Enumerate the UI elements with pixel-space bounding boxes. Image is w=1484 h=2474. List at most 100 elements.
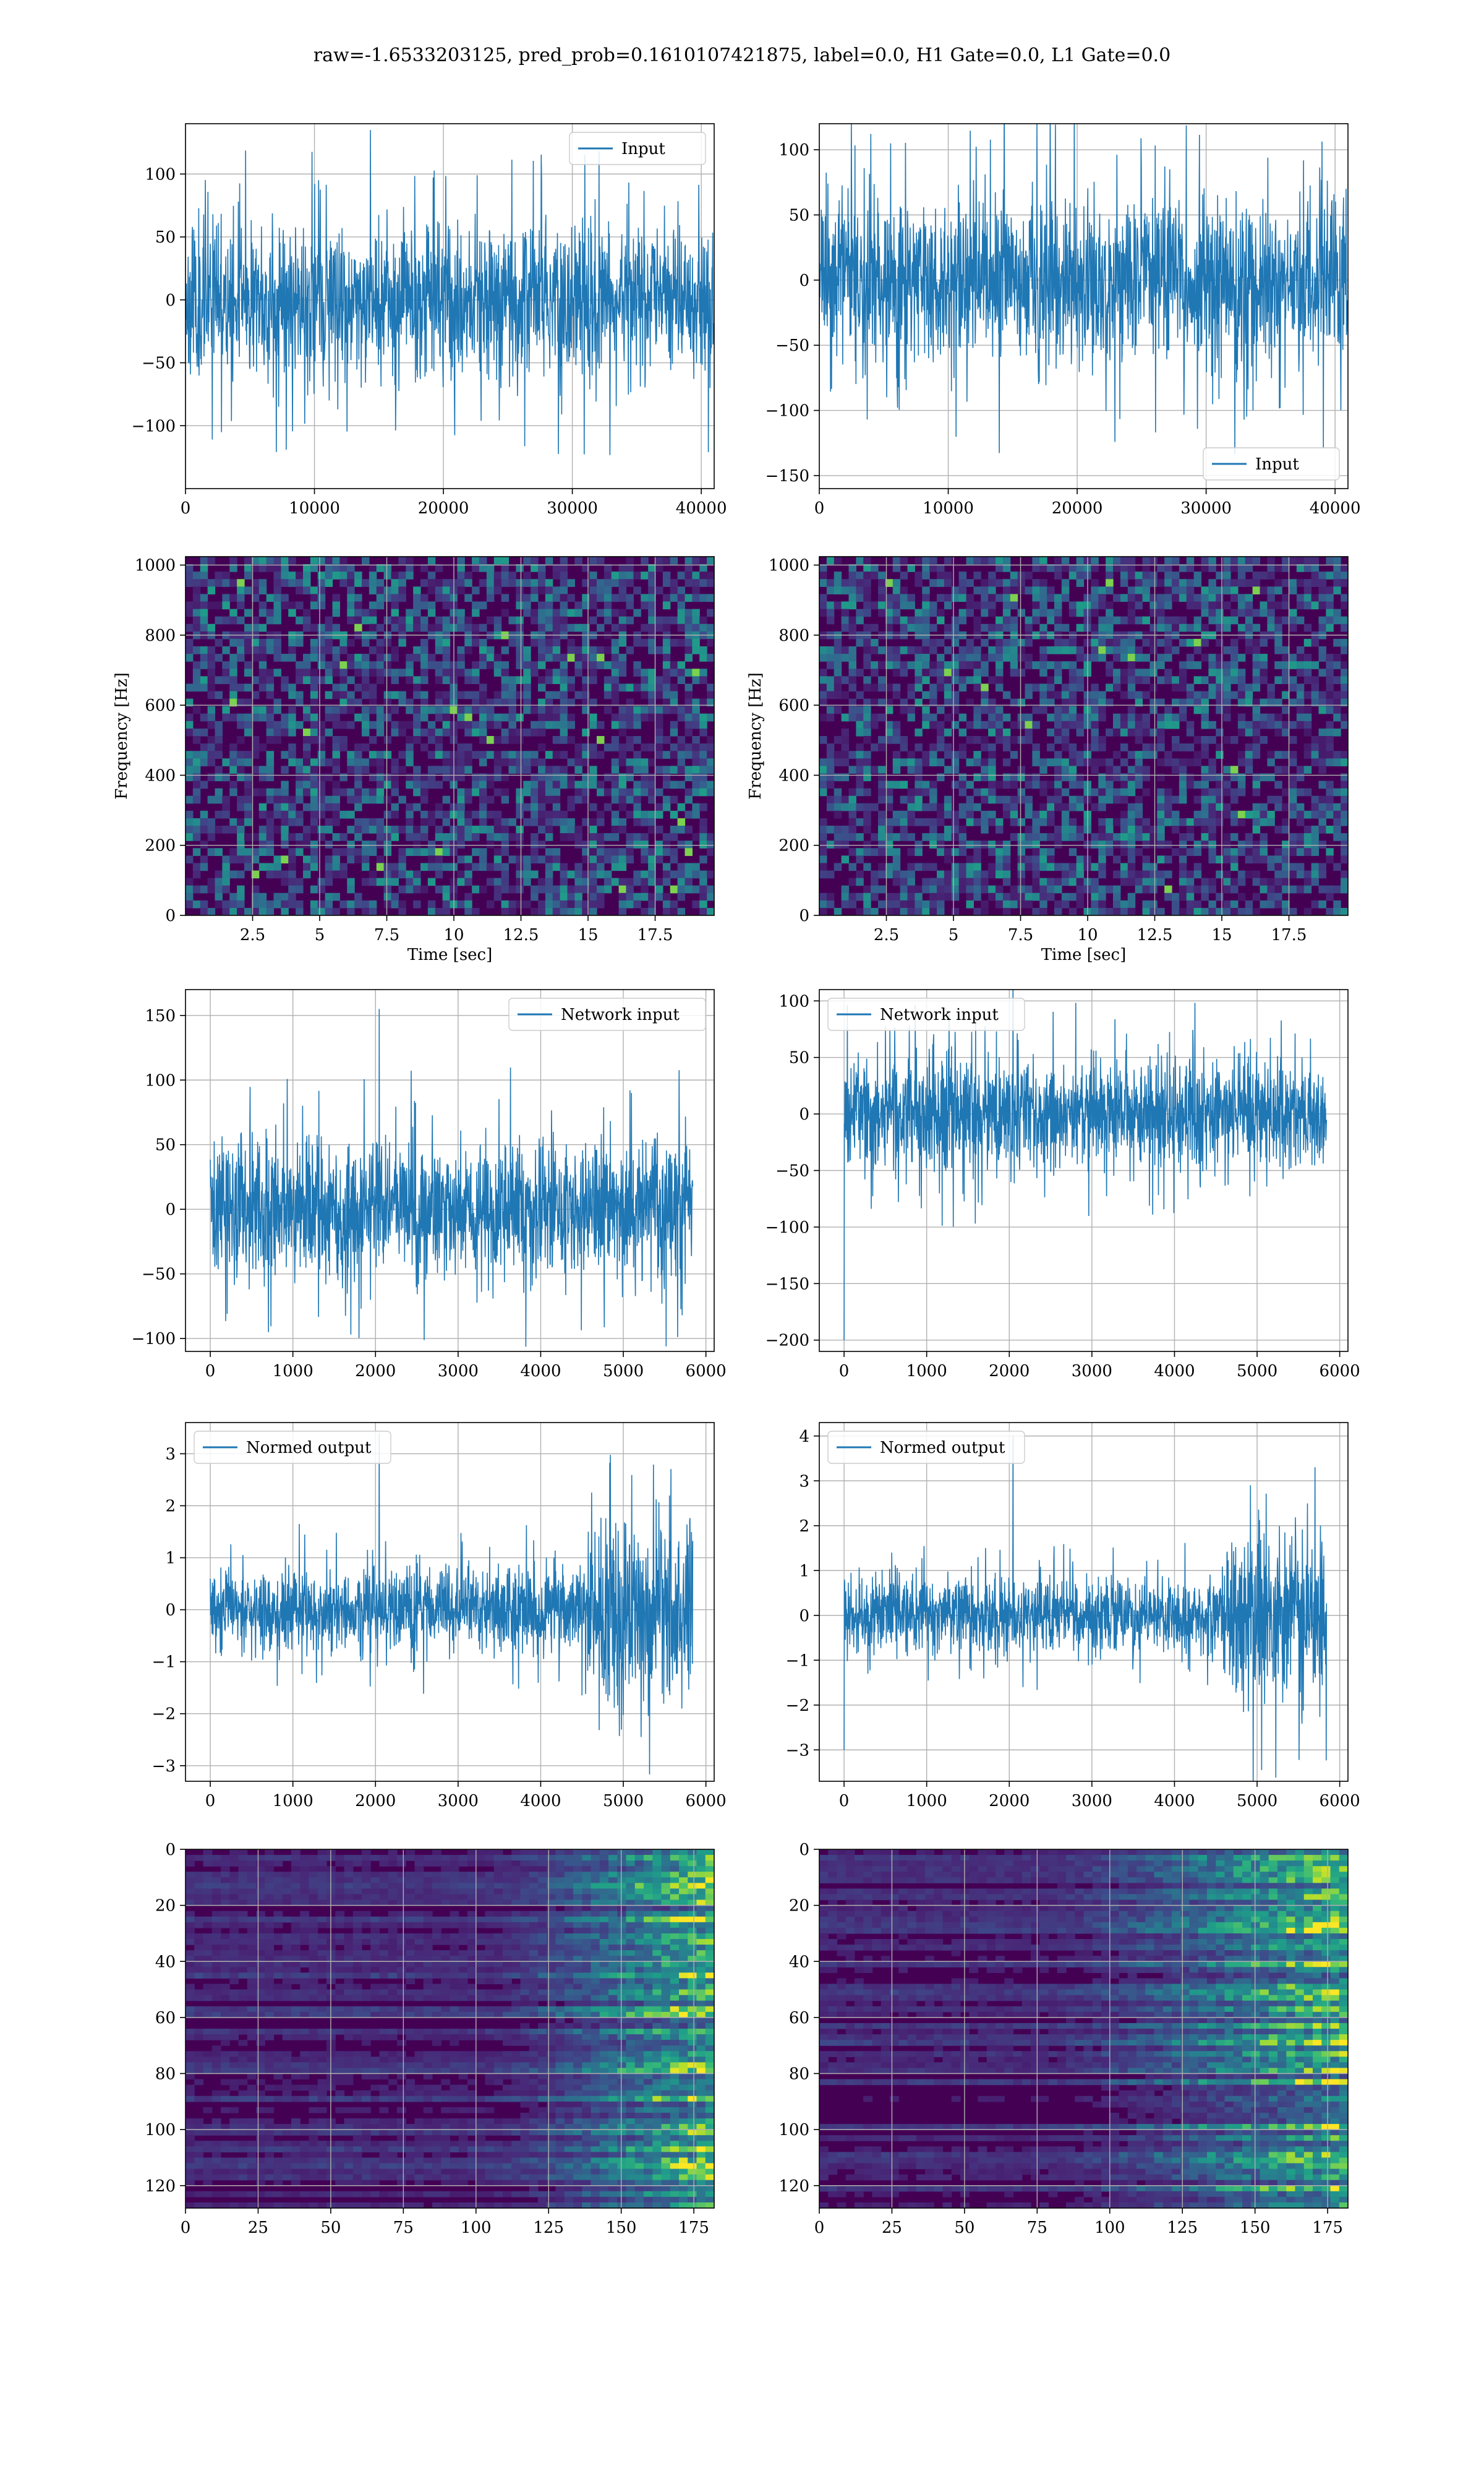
spectrogram-cell [848,669,856,677]
spectrogram-cell [508,691,516,700]
spectrogram-cell [207,557,216,565]
spectrogram-cell [538,900,546,909]
spectrogram-cell [1216,795,1224,804]
spectrogram-cell [597,594,605,602]
spectrogram-cell [281,855,289,864]
spectrogram-cell [215,870,223,879]
spectrogram-cell [200,781,208,789]
spectrogram-cell [1333,826,1341,834]
spectrogram-cell [1318,728,1326,737]
spectrogram-cell [1186,601,1195,610]
spectrogram-cell [655,841,663,849]
spectrogram-cell [523,728,531,737]
spectrogram-cell [973,713,981,722]
spectrogram-cell [1054,863,1062,871]
spectrogram-cell [1017,773,1026,782]
spectrogram-cell [1296,579,1305,587]
spectrogram-cell [1098,885,1106,894]
spectrogram-cell [1010,646,1018,654]
spectrogram-cell [545,638,553,647]
spectrogram-cell [1318,870,1326,879]
heatmap-cell [573,1872,582,1878]
spectrogram-cell [1032,841,1040,849]
spectrogram-cell [310,736,318,744]
spectrogram-cell [1282,669,1290,677]
spectrogram-cell [186,654,194,662]
spectrogram-cell [406,803,414,811]
spectrogram-cell [900,586,908,595]
spectrogram-cell [325,713,333,722]
spectrogram-cell [501,609,510,617]
spectrogram-cell [1341,870,1348,879]
spectrogram-cell [552,676,561,685]
spectrogram-cell [597,870,605,879]
spectrogram-cell [1216,788,1224,797]
spectrogram-cell [988,721,996,729]
spectrogram-cell [464,676,472,685]
spectrogram-cell [1032,609,1040,617]
spectrogram-cell [552,638,561,647]
spectrogram-cell [871,638,879,647]
spectrogram-cell [1252,661,1261,669]
spectrogram-cell [369,848,377,856]
spectrogram-cell [819,564,827,572]
spectrogram-cell [848,795,856,804]
spectrogram-cell [574,609,582,617]
spectrogram-cell [1127,803,1136,811]
spectrogram-cell [486,773,495,782]
spectrogram-cell [354,616,362,625]
spectrogram-cell [589,586,597,595]
x-tick-label: 10 [443,926,464,944]
spectrogram-cell [215,795,223,804]
spectrogram-cell [944,743,952,751]
spectrogram-cell [834,557,842,565]
heatmap-cell [282,1872,292,1878]
spectrogram-cell [915,766,923,774]
spectrogram-cell [655,586,663,595]
spectrogram-cell [597,781,605,789]
spectrogram-cell [296,691,304,700]
spectrogram-cell [973,646,981,654]
spectrogram-cell [288,713,296,722]
spectrogram-cell [1068,601,1077,610]
spectrogram-cell [369,878,377,886]
heatmap-cell [634,1872,644,1878]
spectrogram-cell [1260,638,1268,647]
spectrogram-cell [1223,736,1231,744]
spectrogram-cell [531,758,539,766]
spectrogram-cell [1098,743,1106,751]
spectrogram-cell [192,795,201,804]
spectrogram-cell [531,586,539,595]
spectrogram-cell [560,870,568,879]
spectrogram-cell [1237,557,1246,565]
spectrogram-cell [1296,564,1305,572]
spectrogram-cell [1002,691,1011,700]
spectrogram-cell [516,616,524,625]
spectrogram-cell [516,594,524,602]
spectrogram-cell [391,676,399,685]
spectrogram-cell [1164,721,1172,729]
spectrogram-cell [207,751,216,759]
spectrogram-cell [677,594,686,602]
heatmap-cell [634,1855,644,1861]
spectrogram-cell [944,766,952,774]
spectrogram-cell [1002,795,1011,804]
spectrogram-cell [427,736,436,744]
spectrogram-cell [1260,773,1268,782]
spectrogram-cell [1282,848,1290,856]
spectrogram-cell [531,781,539,789]
spectrogram-cell [641,841,649,849]
spectrogram-cell [1326,623,1334,632]
spectrogram-cell [707,579,714,587]
spectrogram-cell [915,885,923,894]
spectrogram-cell [662,848,671,856]
spectrogram-cell [1282,654,1290,662]
spectrogram-cell [1274,766,1282,774]
spectrogram-cell [589,751,597,759]
spectrogram-cell [251,870,260,879]
spectrogram-cell [1010,721,1018,729]
spectrogram-cell [841,601,850,610]
spectrogram-cell [589,803,597,811]
spectrogram-cell [900,907,908,915]
spectrogram-cell [1223,586,1231,595]
